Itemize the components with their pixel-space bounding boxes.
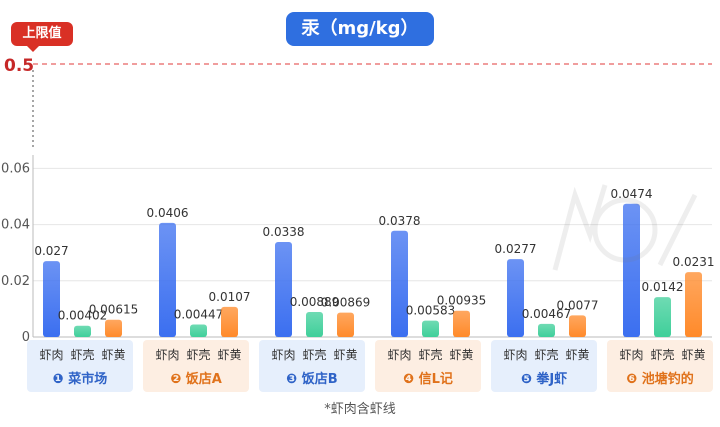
data-label: 0.00467 (522, 307, 572, 321)
bar (275, 242, 292, 337)
bar (221, 306, 238, 337)
series-tick-label: 虾壳 (650, 348, 674, 362)
series-tick-label: 虾黄 (101, 348, 125, 362)
bar (43, 261, 60, 337)
data-label: 0.0107 (209, 290, 251, 304)
bar (74, 325, 91, 337)
y-tick-label: 0.02 (1, 274, 30, 289)
category-label: ❻ 池塘钓的 (626, 371, 694, 387)
bar (337, 312, 354, 337)
bar (538, 323, 555, 337)
bar (654, 297, 671, 337)
bar (105, 319, 122, 337)
group-label-background (375, 340, 481, 392)
data-label: 0.0406 (147, 206, 189, 220)
data-label: 0.00583 (406, 304, 456, 318)
series-tick-label: 虾壳 (186, 348, 210, 362)
data-label: 0.00615 (89, 303, 139, 317)
limit-value-label: 0.5 (4, 56, 34, 76)
data-label: 0.0338 (263, 225, 305, 239)
series-tick-label: 虾肉 (39, 348, 63, 362)
bar (422, 320, 439, 337)
group-label-background (27, 340, 133, 392)
bar (507, 259, 524, 337)
data-label: 0.0077 (557, 298, 599, 312)
y-tick-label: 0.04 (1, 218, 30, 233)
series-tick-label: 虾壳 (302, 348, 326, 362)
chart-title: 汞（mg/kg） (286, 12, 434, 46)
data-label: 0.00935 (437, 294, 487, 308)
bar (190, 324, 207, 337)
series-tick-label: 虾黄 (681, 348, 705, 362)
series-tick-label: 虾肉 (387, 348, 411, 362)
bar (623, 203, 640, 337)
series-tick-label: 虾壳 (418, 348, 442, 362)
bar (306, 312, 323, 337)
series-tick-label: 虾肉 (155, 348, 179, 362)
series-tick-label: 虾肉 (619, 348, 643, 362)
group-label-background (491, 340, 597, 392)
group-label-background (259, 340, 365, 392)
data-label: 0.0231 (673, 255, 715, 269)
data-label: 0.0474 (611, 187, 653, 201)
series-tick-label: 虾黄 (217, 348, 241, 362)
series-tick-label: 虾黄 (565, 348, 589, 362)
series-tick-label: 虾黄 (333, 348, 357, 362)
data-label: 0.00869 (321, 296, 371, 310)
footnote: *虾肉含虾线 (324, 402, 396, 417)
data-label: 0.00447 (174, 307, 224, 321)
bar (685, 272, 702, 337)
category-label: ❺ 拳J虾 (521, 371, 567, 387)
category-label: ❷ 饭店A (170, 371, 222, 387)
group-label-background (607, 340, 713, 392)
data-label: 0.00889 (290, 295, 340, 309)
bar (391, 230, 408, 337)
data-label: 0.0277 (495, 242, 537, 256)
y-tick-label: 0.06 (1, 161, 30, 176)
limit-badge: 上限值 (11, 22, 73, 52)
series-tick-label: 虾肉 (503, 348, 527, 362)
series-tick-label: 虾黄 (449, 348, 473, 362)
data-label: 0.027 (34, 244, 68, 258)
bar (569, 315, 586, 337)
group-label-background (143, 340, 249, 392)
data-label: 0.0142 (642, 280, 684, 294)
category-label: ❸ 饭店B (286, 371, 337, 387)
series-tick-label: 虾壳 (70, 348, 94, 362)
category-label: ❶ 菜市场 (53, 371, 108, 387)
y-tick-label: 0 (22, 330, 30, 345)
series-tick-label: 虾壳 (534, 348, 558, 362)
data-label: 0.00402 (58, 309, 108, 323)
bar (159, 222, 176, 337)
category-label: ❹ 信L记 (403, 371, 453, 387)
data-label: 0.0378 (379, 214, 421, 228)
bar (453, 310, 470, 337)
series-tick-label: 虾肉 (271, 348, 295, 362)
